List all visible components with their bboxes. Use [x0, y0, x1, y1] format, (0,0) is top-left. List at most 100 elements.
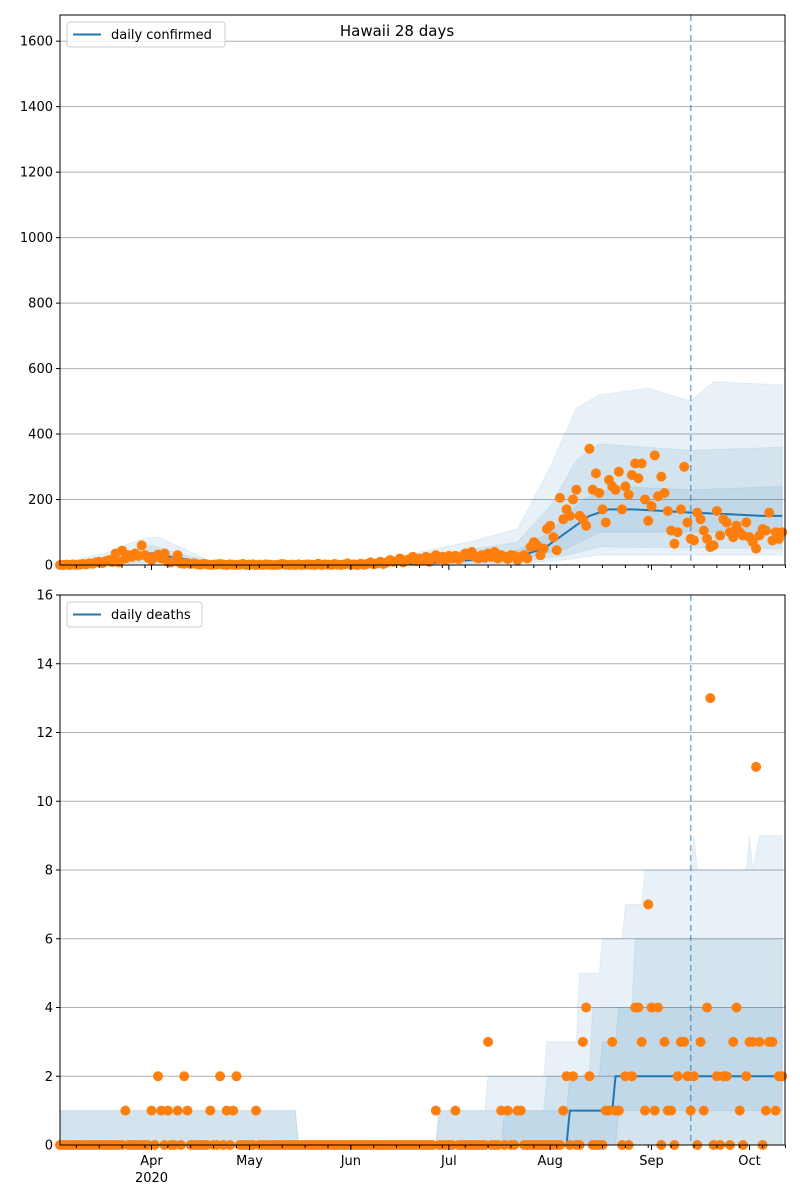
- observed-point: [646, 501, 657, 512]
- observed-point: [515, 1105, 526, 1116]
- legend-box: [66, 601, 203, 628]
- observed-point: [584, 443, 595, 454]
- observed-point: [450, 1105, 461, 1116]
- observed-point: [751, 761, 762, 772]
- y-tick-label: 8: [45, 864, 53, 879]
- observed-point: [483, 1036, 494, 1047]
- observed-point: [626, 1071, 637, 1082]
- observed-point: [760, 525, 771, 536]
- observed-point: [639, 494, 650, 505]
- observed-point: [666, 1105, 677, 1116]
- observed-point: [675, 504, 686, 515]
- observed-point: [581, 1002, 592, 1013]
- observed-point: [705, 693, 716, 704]
- observed-point: [502, 1105, 513, 1116]
- x-tick-label: Oct: [738, 1154, 760, 1169]
- observed-point: [728, 1036, 739, 1047]
- observed-point: [741, 1071, 752, 1082]
- observed-point: [179, 1071, 190, 1082]
- confirmed-axes: 0 200 400 600 800 1000 1200 1400 1600 daily confi…: [20, 14, 788, 574]
- observed-point: [633, 473, 644, 484]
- y-tick-label: 2: [45, 1070, 53, 1085]
- observed-point: [715, 530, 726, 541]
- observed-point: [590, 468, 601, 479]
- observed-point: [571, 484, 582, 495]
- observed-point: [682, 517, 693, 528]
- observed-point: [584, 1071, 595, 1082]
- observed-point: [610, 484, 621, 495]
- observed-point: [146, 1105, 157, 1116]
- observed-point: [672, 1071, 683, 1082]
- observed-point: [636, 458, 647, 469]
- observed-point: [613, 466, 624, 477]
- observed-point: [159, 548, 170, 559]
- y-tick-label: 0: [45, 559, 53, 574]
- observed-point: [251, 1105, 262, 1116]
- observed-point: [679, 461, 690, 472]
- observed-point: [558, 1105, 569, 1116]
- observed-point: [633, 1002, 644, 1013]
- y-tick-label: 6: [45, 932, 53, 947]
- y-tick-label: 16: [36, 589, 53, 604]
- observed-point: [656, 471, 667, 482]
- observed-point: [607, 1036, 618, 1047]
- observed-point: [600, 517, 611, 528]
- observed-point: [669, 538, 680, 549]
- axes-frame: [59, 14, 786, 566]
- observed-point: [695, 1036, 706, 1047]
- observed-point: [136, 540, 147, 551]
- observed-point: [688, 1071, 699, 1082]
- y-tick-label: 600: [28, 362, 53, 377]
- observed-point: [636, 1036, 647, 1047]
- x-tick-label: Jun: [340, 1154, 361, 1169]
- y-tick-label: 14: [36, 657, 53, 672]
- observed-point: [522, 553, 533, 564]
- y-tick-label: 12: [36, 726, 53, 741]
- y-tick-label: 200: [28, 493, 53, 508]
- observed-point: [548, 532, 559, 543]
- observed-point: [215, 1071, 226, 1082]
- observed-point: [751, 543, 762, 554]
- observed-point: [581, 520, 592, 531]
- observed-point: [649, 1105, 660, 1116]
- observed-point: [688, 535, 699, 546]
- observed-point: [162, 1105, 173, 1116]
- observed-point: [228, 1105, 239, 1116]
- y-tick-label: 800: [28, 297, 53, 312]
- x-tick-label: Aug: [538, 1154, 563, 1169]
- y-tick-label: 1600: [20, 35, 53, 50]
- observed-point: [695, 514, 706, 525]
- observed-point: [708, 540, 719, 551]
- x-tick-label: Apr: [140, 1154, 163, 1169]
- observed-point: [777, 1071, 788, 1082]
- observed-point: [698, 525, 709, 536]
- observed-point: [679, 1036, 690, 1047]
- x-tick-label: Sep: [639, 1154, 664, 1169]
- observed-point: [702, 1002, 713, 1013]
- observed-point: [577, 1036, 588, 1047]
- y-tick-label: 400: [28, 428, 53, 443]
- y-tick-label: 0: [45, 1139, 53, 1154]
- observed-point: [545, 520, 556, 531]
- observed-point: [613, 1105, 624, 1116]
- y-tick-label: 1400: [20, 100, 53, 115]
- x-tick-label: May: [236, 1154, 263, 1169]
- observed-point: [205, 1105, 216, 1116]
- legend: daily confirmed: [66, 21, 226, 48]
- observed-point: [685, 1105, 696, 1116]
- y-tick-label: 1200: [20, 166, 53, 181]
- observed-point: [182, 1105, 193, 1116]
- observed-point: [731, 1002, 742, 1013]
- observed-point: [734, 1105, 745, 1116]
- observed-point: [594, 487, 605, 498]
- observed-point: [172, 1105, 183, 1116]
- legend-label: daily deaths: [111, 608, 191, 623]
- observed-point: [659, 487, 670, 498]
- observed-point: [120, 1105, 131, 1116]
- observed-point: [653, 1002, 664, 1013]
- observed-point: [721, 1071, 732, 1082]
- observed-point: [672, 527, 683, 538]
- observed-point: [767, 1036, 778, 1047]
- observed-point: [430, 1105, 441, 1116]
